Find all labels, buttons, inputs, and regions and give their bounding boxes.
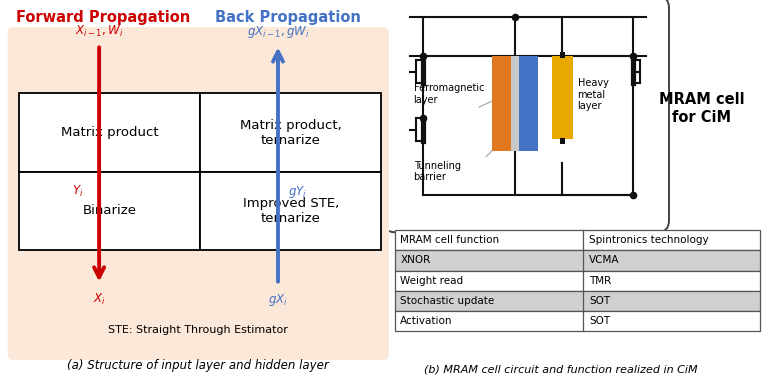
- Text: Matrix product,
ternarize: Matrix product, ternarize: [239, 118, 342, 147]
- Bar: [511, 56, 519, 151]
- Text: STE: Straight Through Estimator: STE: Straight Through Estimator: [109, 325, 288, 335]
- Text: (b) MRAM cell circuit and function realized in CiM: (b) MRAM cell circuit and function reali…: [424, 365, 697, 375]
- Bar: [394, 291, 761, 311]
- Text: $X_i$: $X_i$: [92, 292, 105, 308]
- Text: Back Propagation: Back Propagation: [215, 10, 360, 25]
- Bar: [552, 56, 573, 139]
- Text: Spintronics technology: Spintronics technology: [589, 235, 708, 245]
- Bar: [519, 56, 538, 151]
- Text: $gY_i$: $gY_i$: [288, 183, 307, 200]
- Bar: [200, 93, 381, 172]
- Text: Improved STE,
ternarize: Improved STE, ternarize: [243, 197, 339, 225]
- Text: Matrix product: Matrix product: [61, 126, 159, 139]
- FancyBboxPatch shape: [8, 27, 389, 360]
- Bar: [19, 93, 200, 172]
- Text: $gX_i$: $gX_i$: [268, 292, 288, 308]
- Text: Activation: Activation: [400, 316, 453, 326]
- Text: Binarize: Binarize: [83, 204, 137, 217]
- Text: Tunneling
barrier: Tunneling barrier: [413, 161, 460, 182]
- Text: MRAM cell function: MRAM cell function: [400, 235, 500, 245]
- Text: Heavy
metal
layer: Heavy metal layer: [578, 78, 608, 111]
- Bar: [560, 138, 565, 144]
- Bar: [394, 271, 761, 291]
- Bar: [560, 52, 565, 58]
- Text: Stochastic update: Stochastic update: [400, 296, 494, 306]
- FancyBboxPatch shape: [383, 0, 669, 232]
- Text: $X_{i-1}, W_i$: $X_{i-1}, W_i$: [75, 24, 123, 39]
- Bar: [394, 250, 761, 271]
- Bar: [492, 56, 511, 151]
- Text: TMR: TMR: [589, 276, 611, 286]
- Bar: [19, 172, 200, 250]
- Bar: [394, 311, 761, 331]
- Text: $Y_i$: $Y_i$: [72, 184, 83, 199]
- Bar: [200, 172, 381, 250]
- Text: VCMA: VCMA: [589, 255, 619, 265]
- Text: XNOR: XNOR: [400, 255, 430, 265]
- Text: SOT: SOT: [589, 316, 610, 326]
- Text: MRAM cell
for CiM: MRAM cell for CiM: [658, 92, 745, 125]
- Text: (a) Structure of input layer and hidden layer: (a) Structure of input layer and hidden …: [68, 359, 329, 372]
- Text: $gX_{i-1}, gW_i$: $gX_{i-1}, gW_i$: [246, 24, 310, 40]
- Text: Ferromagnetic
layer: Ferromagnetic layer: [413, 83, 484, 105]
- Text: Weight read: Weight read: [400, 276, 464, 286]
- Text: Forward Propagation: Forward Propagation: [16, 10, 190, 25]
- Text: SOT: SOT: [589, 296, 610, 306]
- Bar: [394, 230, 761, 250]
